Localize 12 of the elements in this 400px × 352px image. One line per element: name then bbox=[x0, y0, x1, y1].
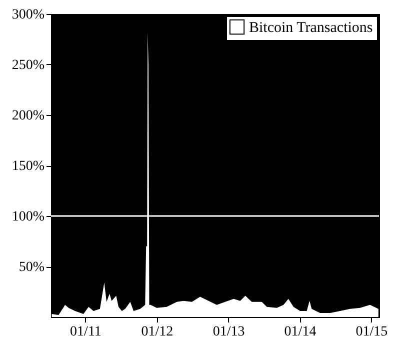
x-tick-label: 01/14 bbox=[284, 324, 316, 340]
y-tick-label: 200% bbox=[12, 108, 45, 124]
y-tick-label: 100% bbox=[12, 210, 45, 224]
y-tick-label: 50% bbox=[18, 260, 45, 275]
y-tick-label: 250% bbox=[12, 58, 45, 73]
x-tick-label: 01/13 bbox=[212, 324, 245, 340]
y-tick-label: 150% bbox=[12, 159, 45, 174]
x-tick-label: 01/12 bbox=[141, 324, 174, 340]
legend-label: Bitcoin Transactions bbox=[249, 20, 373, 36]
x-tick-label: 01/11 bbox=[70, 324, 102, 340]
y-tick-label: 300% bbox=[12, 8, 45, 22]
x-tick-label: 01/15 bbox=[356, 324, 388, 340]
